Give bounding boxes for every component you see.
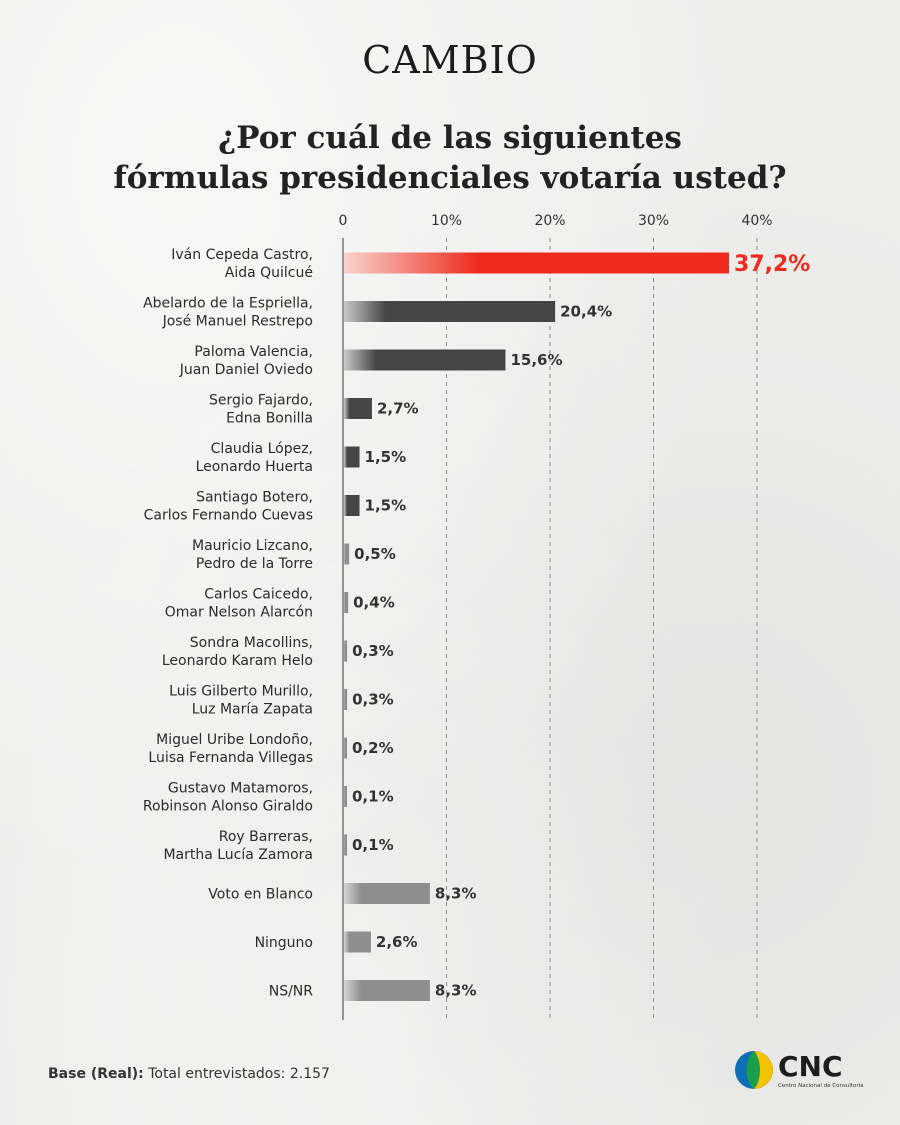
x-tick-label: 20% xyxy=(534,213,565,229)
category-label: Voto en Blanco xyxy=(208,887,313,903)
bar xyxy=(344,931,371,953)
category-label: Carlos Caicedo, Omar Nelson Alarcón xyxy=(165,587,313,621)
category-label: Abelardo de la Espriella, José Manuel Res… xyxy=(143,296,313,330)
bar xyxy=(344,252,730,274)
bar xyxy=(344,737,347,759)
category-label: Mauricio Lizcano, Pedro de la Torre xyxy=(192,538,313,572)
x-tick-label: 30% xyxy=(638,213,669,229)
bar xyxy=(344,349,506,371)
value-label: 1,5% xyxy=(365,497,407,515)
bar xyxy=(344,301,556,322)
category-label: Claudia López, Leonardo Huerta xyxy=(196,441,313,475)
footnote: Base (Real): Total entrevistados: 2.157 xyxy=(48,1066,330,1082)
value-label: 37,2% xyxy=(734,252,810,277)
category-label: Miguel Uribe Londoño, Luisa Fernanda Vill… xyxy=(148,732,313,766)
x-tick-label: 0 xyxy=(339,213,348,229)
bar xyxy=(344,640,348,662)
value-label: 0,2% xyxy=(352,739,394,757)
value-label: 0,3% xyxy=(352,642,394,660)
bar-chart: 0 10% 20% 30% 40% 37,2% Iván Cepeda Castro, Aid… xyxy=(143,213,810,1020)
cnc-logo: CNC Centro Nacional de Consultoría xyxy=(734,1050,864,1096)
value-label: 15,6% xyxy=(510,351,562,369)
category-label: Sergio Fajardo, Edna Bonilla xyxy=(209,393,313,427)
category-label: Santiago Botero, Carlos Fernando Cuevas xyxy=(144,490,313,524)
brand-logo: CAMBIO xyxy=(362,38,538,82)
value-label: 8,3% xyxy=(435,982,477,1000)
category-label: Paloma Valencia, Juan Daniel Oviedo xyxy=(179,344,313,378)
footnote-label: Base (Real): xyxy=(48,1066,144,1082)
value-label: 1,5% xyxy=(365,448,407,466)
x-tick-label: 40% xyxy=(741,213,772,229)
category-label: Luis Gilberto Murillo, Luz María Zapata xyxy=(169,684,313,718)
bar xyxy=(344,543,350,565)
cnc-logo-subtitle: Centro Nacional de Consultoría xyxy=(778,1083,864,1089)
x-tick-label: 10% xyxy=(431,213,462,229)
category-label: Roy Barreras, Martha Lucía Zamora xyxy=(163,829,313,863)
category-label: Sondra Macollins, Leonardo Karam Helo xyxy=(162,635,313,669)
bar xyxy=(344,883,430,904)
bar xyxy=(344,592,349,613)
category-label: Iván Cepeda Castro, Aida Quilcué xyxy=(171,247,313,281)
bar xyxy=(344,689,348,710)
bar xyxy=(344,980,430,1001)
value-label: 2,6% xyxy=(376,933,418,951)
cnc-logo-text: CNC xyxy=(778,1050,843,1083)
value-label: 2,7% xyxy=(377,400,419,418)
footnote-text: Total entrevistados: 2.157 xyxy=(148,1066,330,1082)
chart-title-line1: ¿Por cuál de las siguientes xyxy=(218,120,682,156)
bar xyxy=(344,495,360,516)
value-label: 0,4% xyxy=(353,594,395,612)
bar xyxy=(344,834,347,856)
category-label: Ninguno xyxy=(255,935,313,951)
value-label: 20,4% xyxy=(560,303,612,321)
chart-title-line2: fórmulas presidenciales votaría usted? xyxy=(113,160,787,196)
bar xyxy=(344,446,360,468)
value-label: 0,3% xyxy=(352,691,394,709)
value-label: 0,1% xyxy=(352,788,394,806)
category-label: Gustavo Matamoros, Robinson Alonso Girald… xyxy=(143,781,313,815)
bar xyxy=(344,786,347,807)
value-label: 0,1% xyxy=(352,836,394,854)
chart-title: ¿Por cuál de las siguientes fórmulas pre… xyxy=(0,118,900,198)
value-label: 0,5% xyxy=(354,545,396,563)
cnc-circle-logo-icon xyxy=(735,1051,773,1089)
value-label: 8,3% xyxy=(435,885,477,903)
bar xyxy=(344,398,372,419)
category-label: NS/NR xyxy=(269,984,314,1000)
